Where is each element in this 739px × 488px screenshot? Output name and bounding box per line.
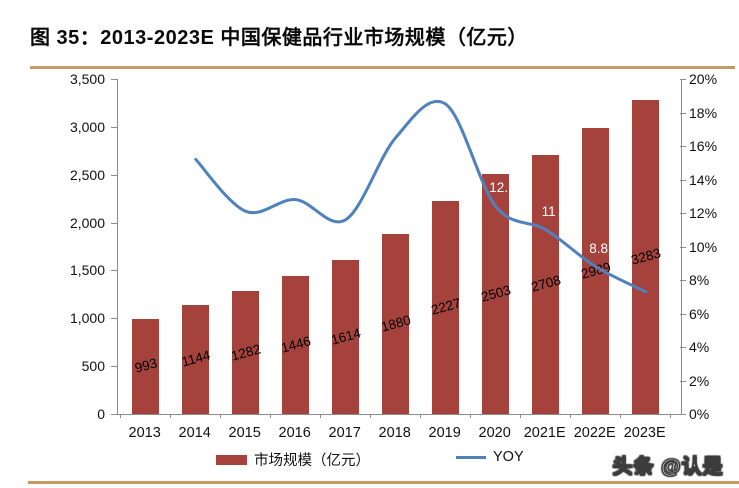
x-axis-boundary-tickmark	[469, 414, 471, 418]
yoy-label-2022E: 8.8	[589, 240, 609, 256]
left-axis-tick-label: 1,500	[69, 262, 105, 279]
right-axis-tick-label: 10%	[689, 238, 718, 255]
x-axis-boundary-tickmark	[119, 414, 121, 418]
bar-2019	[432, 200, 460, 414]
x-axis-boundary-tickmark	[269, 414, 271, 418]
right-axis-tick-label: 18%	[689, 104, 718, 121]
x-axis-label-2014: 2014	[178, 425, 211, 441]
x-axis-boundary-tickmark	[419, 414, 421, 418]
yoy-line-path	[194, 100, 648, 294]
right-axis-tickmark	[680, 380, 686, 382]
bar-2013	[132, 318, 160, 414]
right-axis-tickmark	[680, 313, 686, 315]
plot-area: 993 1144 1282 1446 1614 1880 2227 2503 2708 2989 3…	[117, 79, 682, 415]
right-axis-tickmark	[680, 347, 686, 348]
right-axis-tick-label: 8%	[689, 272, 710, 288]
bar-2014	[182, 304, 210, 414]
x-axis-boundary-tickmark	[619, 414, 621, 418]
bottom-divider-rule	[28, 481, 739, 484]
bar-2018	[382, 234, 410, 414]
right-axis-tickmark	[680, 179, 686, 181]
x-axis-label-2018: 2018	[378, 425, 411, 441]
left-axis-tickmark	[111, 270, 117, 272]
legend-item-market-size: 市场规模（亿元）	[216, 449, 370, 470]
right-axis-tickmark	[680, 79, 686, 80]
right-axis-tickmark	[680, 213, 686, 214]
x-axis-label-2020: 2020	[478, 425, 511, 441]
left-axis-tickmark	[111, 79, 117, 80]
legend-bar-swatch-icon	[216, 454, 247, 465]
right-axis-tick-label: 16%	[689, 138, 718, 154]
right-axis-tick-label: 12%	[689, 205, 718, 221]
x-axis-boundary-tickmark	[519, 414, 521, 418]
legend-market-label: 市场规模（亿元）	[254, 453, 370, 469]
x-axis-label-2019: 2019	[428, 425, 461, 441]
yoy-line-series	[194, 100, 648, 294]
right-axis-tickmark	[680, 146, 686, 147]
bar-2023E	[632, 99, 660, 414]
left-axis-tick-label: 3,000	[69, 118, 105, 135]
left-axis-tick-label: 1,000	[69, 310, 105, 327]
x-axis-boundary-tickmark	[669, 414, 671, 418]
right-axis-tickmark	[680, 246, 686, 248]
legend-item-yoy: YOY	[456, 449, 524, 465]
x-axis-label-2015: 2015	[228, 425, 261, 441]
legend-line-swatch-icon	[456, 455, 486, 459]
x-axis-label-2017: 2017	[328, 425, 361, 441]
x-axis-boundary-tickmark	[569, 414, 571, 418]
x-axis-label-2023E: 2023E	[623, 425, 666, 441]
right-axis-tick-label: 20%	[689, 71, 718, 87]
legend-yoy-label: YOY	[493, 449, 524, 465]
yoy-label-2020: 12.	[489, 180, 509, 196]
bar-2015	[232, 291, 260, 414]
right-axis-tick-label: 6%	[689, 305, 710, 322]
x-axis-label-2021E: 2021E	[523, 425, 566, 441]
left-axis-tickmark	[111, 318, 117, 320]
x-axis-boundary-tickmark	[219, 414, 221, 418]
toutiao-watermark: 头条 @认是	[612, 456, 724, 479]
title-divider-rule	[30, 66, 735, 69]
left-axis-tick-label: 3,500	[69, 71, 105, 87]
x-axis-boundary-tickmark	[169, 414, 171, 418]
right-axis-tick-label: 14%	[689, 171, 718, 188]
x-axis-label-2022E: 2022E	[573, 425, 616, 441]
left-axis-tickmark	[111, 366, 117, 368]
right-axis-tick-label: 4%	[689, 339, 710, 355]
right-axis-tickmark	[680, 414, 686, 415]
left-axis-tick-label: 500	[81, 358, 105, 375]
bar-2017	[332, 259, 360, 414]
x-axis-label-2013: 2013	[128, 425, 161, 441]
left-axis-tickmark	[111, 222, 117, 224]
left-axis-tick-label: 2,500	[69, 166, 105, 183]
figure-title: 图 35：2013-2023E 中国保健品行业市场规模（亿元）	[30, 27, 528, 49]
left-axis-tick-label: 0	[97, 406, 105, 422]
left-axis-tickmark	[111, 126, 117, 128]
right-axis-tickmark	[680, 112, 686, 114]
right-axis-tickmark	[680, 280, 686, 281]
x-axis-label-2016: 2016	[278, 425, 311, 441]
bar-2016	[282, 275, 310, 414]
right-axis-tick-label: 2%	[689, 372, 710, 389]
x-axis-boundary-tickmark	[369, 414, 371, 418]
left-axis-tickmark	[111, 174, 117, 176]
x-axis-boundary-tickmark	[319, 414, 321, 418]
bar-2021E	[532, 154, 560, 414]
yoy-label-2021E: 11	[541, 203, 556, 219]
left-axis-tick-label: 2,000	[69, 214, 105, 231]
right-axis-tick-label: 0%	[689, 406, 710, 422]
left-axis-tickmark	[111, 414, 117, 415]
